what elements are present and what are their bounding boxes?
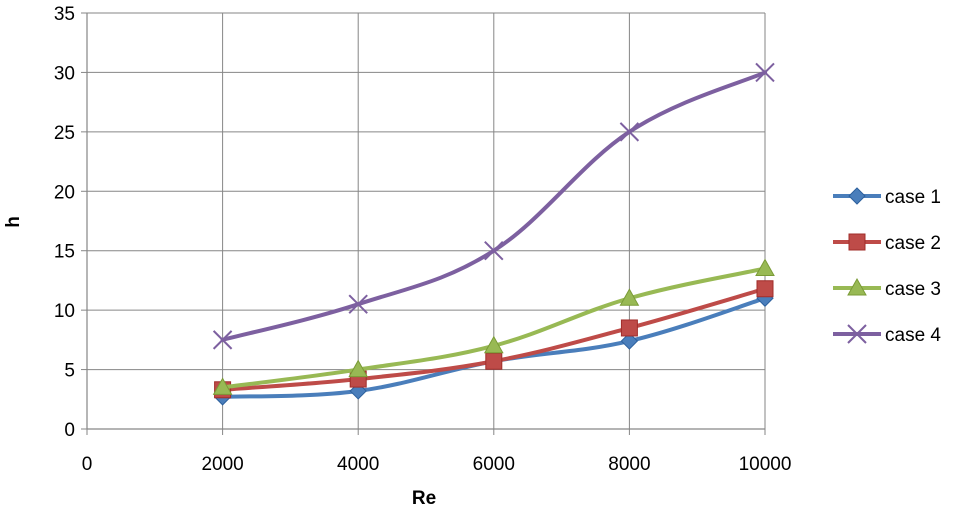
data-point — [620, 332, 639, 350]
series-lines — [212, 62, 775, 406]
data-point — [755, 258, 775, 277]
legend-item: case 2 — [833, 233, 941, 254]
legend-label: case 2 — [885, 233, 941, 254]
data-point — [619, 122, 640, 142]
legend-item: case 4 — [833, 324, 941, 346]
axes — [81, 12, 766, 435]
data-point — [348, 294, 368, 314]
legend-label: case 4 — [885, 325, 941, 346]
x-tick-label: 8000 — [608, 454, 650, 475]
legend-marker — [848, 187, 866, 205]
legend-marker — [848, 233, 866, 251]
x-tick-label: 0 — [82, 454, 93, 475]
tick-labels: 0 5 10 15 20 25 30 35 0 2000 4000 6000 8000 10000 — [54, 4, 792, 475]
legend-item: case 3 — [833, 277, 941, 300]
x-axis-title: Re — [412, 488, 436, 509]
legend-label: case 1 — [885, 187, 941, 208]
y-tick-label: 10 — [54, 301, 75, 322]
x-tick-label: 2000 — [201, 454, 243, 475]
y-axis-title: h — [3, 216, 24, 228]
x-tick-label: 4000 — [337, 454, 379, 475]
series-3 — [212, 258, 775, 395]
y-tick-label: 5 — [64, 361, 75, 382]
legend-item: case 1 — [833, 187, 941, 208]
data-point — [348, 359, 369, 378]
data-point — [484, 241, 504, 261]
y-tick-label: 0 — [64, 420, 75, 441]
y-tick-label: 15 — [54, 242, 75, 263]
data-point — [483, 335, 504, 354]
legend-marker — [847, 277, 867, 296]
y-tick-label: 35 — [54, 4, 75, 25]
y-tick-label: 30 — [54, 63, 75, 84]
data-point — [756, 280, 774, 298]
x-tick-label: 10000 — [739, 454, 792, 475]
series-4 — [212, 62, 775, 350]
legend-label: case 3 — [885, 279, 941, 300]
y-tick-label: 20 — [54, 182, 75, 203]
data-point — [212, 330, 233, 350]
legend: case 1 case 2 case 3 case 4 — [833, 187, 941, 346]
data-point — [620, 319, 638, 337]
legend-marker — [847, 324, 867, 344]
data-point — [485, 352, 503, 370]
data-point — [755, 62, 775, 83]
gridlines — [87, 12, 766, 429]
y-tick-label: 25 — [54, 123, 75, 144]
x-tick-label: 6000 — [473, 454, 515, 475]
data-point — [212, 377, 233, 395]
data-point — [619, 288, 640, 306]
